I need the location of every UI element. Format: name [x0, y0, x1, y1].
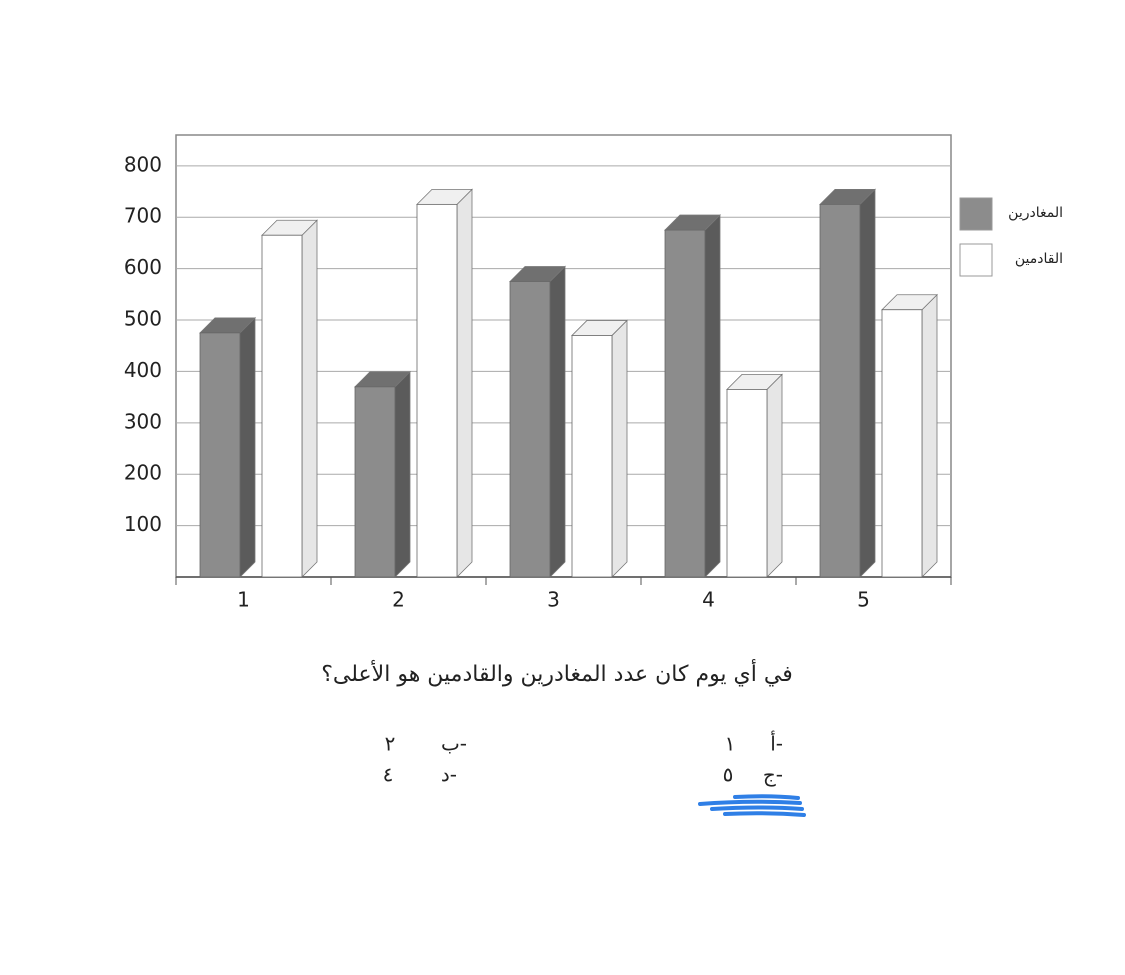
- x-tick-label: 2: [392, 588, 405, 612]
- bar-side: [766, 373, 783, 578]
- y-tick-label: 800: [124, 152, 162, 176]
- bar-group: [509, 265, 566, 578]
- legend-label: المغادرين: [1008, 205, 1063, 221]
- y-tick-label: 100: [124, 512, 162, 536]
- y-tick-label: 600: [124, 255, 162, 279]
- bar-side: [704, 214, 721, 578]
- bar: [664, 229, 706, 578]
- bar: [881, 309, 923, 578]
- bar-group: [571, 319, 628, 578]
- scribble: [698, 794, 806, 817]
- option-label: أ-: [770, 731, 783, 756]
- bar: [509, 281, 551, 578]
- bar-side: [394, 370, 411, 578]
- bar-group: [416, 188, 473, 578]
- x-tick-label: 3: [547, 588, 560, 612]
- bar: [261, 234, 303, 578]
- y-tick-label: 200: [124, 461, 162, 485]
- bar-side: [301, 219, 318, 578]
- bar: [726, 389, 768, 578]
- bar-group: [664, 214, 721, 578]
- bar-side: [549, 265, 566, 578]
- bar: [819, 203, 861, 578]
- bar-side: [456, 188, 473, 578]
- bar-group: [881, 293, 938, 578]
- bar-group: [199, 316, 256, 578]
- bar: [354, 386, 396, 578]
- option-value: ٢: [385, 732, 396, 756]
- y-tick-label: 400: [124, 358, 162, 382]
- bar-side: [239, 316, 256, 578]
- legend-swatch: [959, 243, 993, 277]
- bar-group: [354, 370, 411, 578]
- option-value: ٤: [383, 763, 394, 787]
- y-tick-label: 700: [124, 204, 162, 228]
- x-tick-label: 5: [857, 588, 870, 612]
- option-label: ج-: [763, 763, 783, 787]
- bar: [199, 332, 241, 578]
- bar-side: [611, 319, 628, 578]
- bar-group: [726, 373, 783, 578]
- option-label: ب-: [441, 732, 467, 756]
- option-label: د-: [441, 763, 457, 787]
- bar-group: [819, 188, 876, 578]
- x-tick-label: 1: [237, 588, 250, 612]
- y-tick-label: 500: [124, 307, 162, 331]
- option-value: ١: [725, 732, 736, 756]
- bar: [571, 335, 613, 578]
- bar-side: [921, 293, 938, 578]
- bar-group: [261, 219, 318, 578]
- bar: [416, 203, 458, 578]
- legend-label: القادمين: [1015, 251, 1063, 267]
- y-tick-label: 300: [124, 409, 162, 433]
- legend-swatch: [959, 197, 993, 231]
- option-value: ٥: [723, 763, 734, 787]
- bar-side: [859, 188, 876, 578]
- question: في أي يوم كان عدد المغادرين والقادمين هو…: [321, 659, 792, 687]
- x-tick-label: 4: [702, 588, 715, 612]
